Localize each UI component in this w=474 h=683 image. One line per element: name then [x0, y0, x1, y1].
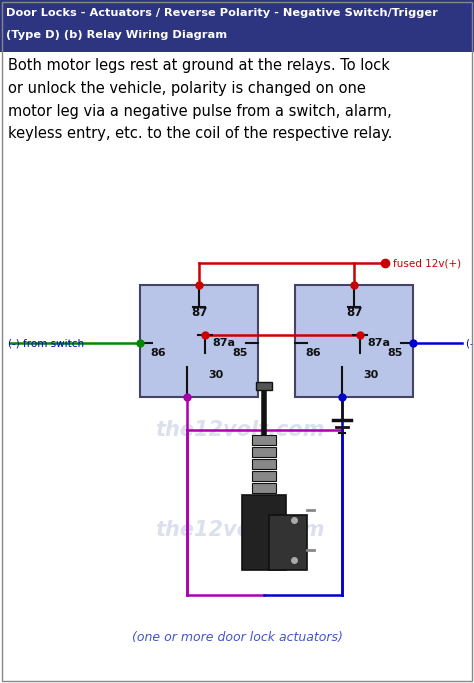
Bar [252, 447, 276, 457]
Bar [256, 382, 272, 390]
Text: fused 12v(+): fused 12v(+) [393, 258, 461, 268]
Bar [140, 285, 258, 397]
Text: 87: 87 [191, 307, 207, 320]
Text: 87a: 87a [367, 338, 390, 348]
Text: 85: 85 [388, 348, 403, 358]
Text: 85: 85 [233, 348, 248, 358]
Bar [269, 515, 307, 570]
Bar [295, 285, 413, 397]
Text: 30: 30 [363, 370, 378, 380]
Text: 86: 86 [305, 348, 320, 358]
Text: 87a: 87a [212, 338, 235, 348]
Bar [242, 495, 286, 570]
Bar [0, 0, 474, 52]
Bar [252, 483, 276, 493]
Text: Both motor legs rest at ground at the relays. To lock
or unlock the vehicle, pol: Both motor legs rest at ground at the re… [8, 58, 392, 141]
Text: (-) from switch: (-) from switch [466, 338, 474, 348]
Bar [252, 471, 276, 481]
Text: (Type D) (b) Relay Wiring Diagram: (Type D) (b) Relay Wiring Diagram [6, 30, 227, 40]
Text: 86: 86 [150, 348, 165, 358]
Text: the12volt.com: the12volt.com [155, 420, 325, 440]
Text: 30: 30 [208, 370, 223, 380]
Text: the12volt.com: the12volt.com [155, 520, 325, 540]
Text: (one or more door lock actuators): (one or more door lock actuators) [132, 632, 342, 645]
Bar [252, 459, 276, 469]
Text: Door Locks - Actuators / Reverse Polarity - Negative Switch/Trigger: Door Locks - Actuators / Reverse Polarit… [6, 8, 438, 18]
Text: (-) from switch: (-) from switch [8, 338, 84, 348]
Text: 87: 87 [346, 307, 362, 320]
Bar [252, 435, 276, 445]
